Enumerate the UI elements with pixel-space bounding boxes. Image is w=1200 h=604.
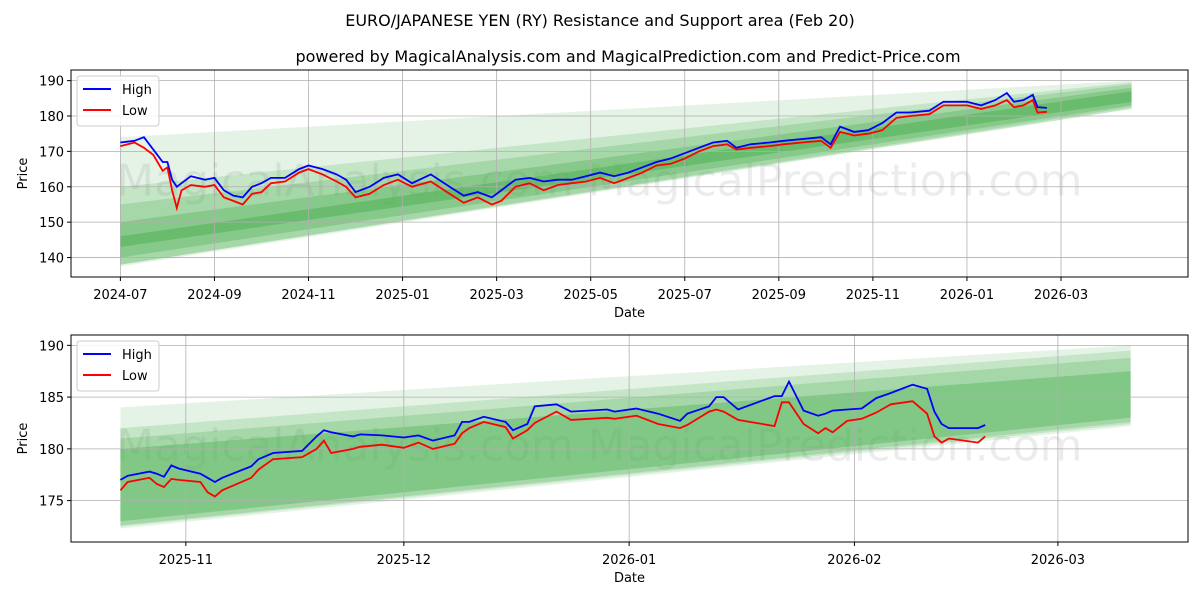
x-tick-label: 2026-01 xyxy=(940,288,994,303)
chart-panel-1: MagicalAnalysis.com MagicalPrediction.com… xyxy=(16,69,1189,321)
support-resistance-band xyxy=(120,357,1131,526)
x-tick-label: 2026-02 xyxy=(827,553,881,568)
watermark: MagicalAnalysis.com xyxy=(116,156,574,207)
y-tick-label: 190 xyxy=(39,339,64,354)
x-tick-label: 2024-11 xyxy=(281,288,335,303)
chart-panel-2: MagicalAnalysis.com MagicalPrediction.com… xyxy=(16,334,1189,586)
x-tick-label: 2025-12 xyxy=(377,553,431,568)
x-axis-label: Date xyxy=(614,571,645,586)
legend: High Low xyxy=(76,340,160,392)
x-tick-label: 2026-03 xyxy=(1031,553,1085,568)
support-resistance-band xyxy=(120,350,1131,527)
series-line-high xyxy=(120,91,1047,199)
y-axis-label: Price xyxy=(16,158,31,190)
legend-label-low: Low xyxy=(122,104,148,119)
y-tick-label: 185 xyxy=(39,391,64,406)
series-line-low xyxy=(119,400,986,498)
y-tick-label: 140 xyxy=(39,252,64,267)
x-tick-label: 2025-07 xyxy=(658,288,712,303)
legend-label-high: High xyxy=(122,348,152,363)
x-axis-label: Date xyxy=(614,306,645,321)
x-tick-label: 2025-03 xyxy=(469,288,523,303)
y-tick-label: 170 xyxy=(39,145,64,160)
legend-label-high: High xyxy=(122,83,152,98)
x-tick-label: 2025-11 xyxy=(159,553,213,568)
x-tick-label: 2026-03 xyxy=(1034,288,1088,303)
series-line-high xyxy=(119,379,986,484)
legend-label-low: Low xyxy=(122,369,148,384)
support-resistance-band xyxy=(120,371,1131,522)
x-tick-label: 2024-07 xyxy=(93,288,147,303)
x-tick-label: 2025-01 xyxy=(375,288,429,303)
chart-subtitle: powered by MagicalAnalysis.com and Magic… xyxy=(295,47,960,66)
series-line-low xyxy=(120,98,1047,212)
plot-frame xyxy=(70,69,1189,278)
legend: High Low xyxy=(76,75,160,127)
y-tick-label: 150 xyxy=(39,216,64,231)
chart-title: EURO/JAPANESE YEN (RY) Resistance and Su… xyxy=(345,11,855,30)
y-axis-label: Price xyxy=(16,423,31,455)
y-tick-label: 160 xyxy=(39,181,64,196)
x-tick-label: 2025-09 xyxy=(752,288,806,303)
x-tick-label: 2024-09 xyxy=(187,288,241,303)
y-tick-label: 190 xyxy=(39,75,64,90)
plot-frame xyxy=(70,334,1189,543)
x-tick-label: 2025-05 xyxy=(564,288,618,303)
support-resistance-band xyxy=(120,345,1131,529)
watermark: MagicalPrediction.com xyxy=(588,421,1083,472)
y-tick-label: 180 xyxy=(39,110,64,125)
y-tick-label: 180 xyxy=(39,443,64,458)
x-tick-label: 2025-11 xyxy=(846,288,900,303)
x-tick-label: 2026-01 xyxy=(602,553,656,568)
y-tick-label: 175 xyxy=(39,495,64,510)
watermark: MagicalAnalysis.com xyxy=(116,421,574,472)
